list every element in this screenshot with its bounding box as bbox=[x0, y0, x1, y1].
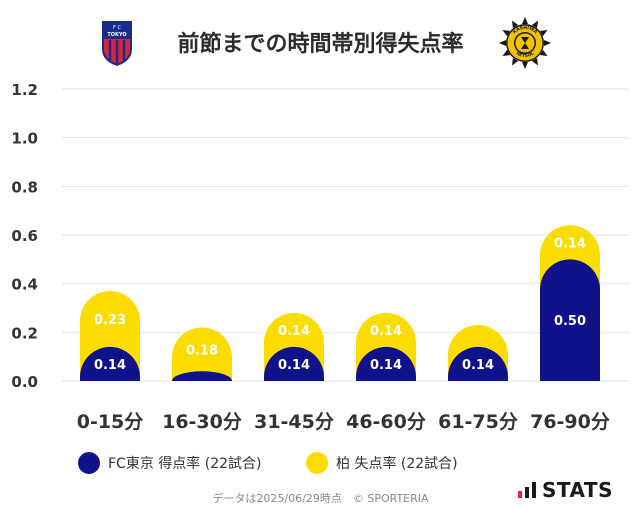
bar-home bbox=[448, 346, 508, 381]
svg-text:F C: F C bbox=[113, 25, 121, 31]
x-tick-label: 16-30分 bbox=[162, 411, 242, 433]
y-tick-label: 1.2 bbox=[11, 81, 38, 99]
x-tick-label: 76-90分 bbox=[530, 411, 610, 433]
y-tick-label: 0.8 bbox=[11, 178, 38, 196]
y-tick-label: 0.2 bbox=[11, 324, 38, 342]
bar-home bbox=[540, 259, 600, 381]
bar-label-home: 0.14 bbox=[462, 358, 494, 373]
x-tick-label: 31-45分 bbox=[254, 411, 334, 433]
bar-label-home: 0.14 bbox=[278, 358, 310, 373]
x-tick-label: 46-60分 bbox=[346, 411, 426, 433]
bar-home bbox=[172, 371, 232, 381]
bar-label-home: 0.14 bbox=[94, 358, 126, 373]
chart-title: 前節までの時間帯別得失点率 bbox=[177, 32, 464, 57]
bar-label-home: 0.50 bbox=[554, 314, 586, 329]
bar-label-away: 0.18 bbox=[186, 343, 218, 358]
legend-swatch-home bbox=[78, 452, 100, 474]
bar-label-away: 0.14 bbox=[554, 236, 586, 251]
bar-home bbox=[356, 346, 416, 381]
svg-text:TOKYO: TOKYO bbox=[107, 32, 126, 38]
stats-brand: STATS bbox=[517, 478, 613, 502]
bar-home bbox=[264, 346, 324, 381]
legend-item-away: 柏 失点率 (22試合) bbox=[306, 452, 458, 474]
x-tick-label: 0-15分 bbox=[77, 411, 144, 433]
bar-label-away: 0.14 bbox=[370, 324, 402, 339]
kashiwa-reysol-logo: KASHIWA REYSOL bbox=[499, 17, 551, 69]
y-tick-label: 0.4 bbox=[11, 276, 38, 294]
legend-item-home: FC東京 得点率 (22試合) bbox=[78, 452, 261, 474]
bar-away bbox=[172, 327, 232, 381]
bar-label-home: 0.14 bbox=[370, 358, 402, 373]
bar-label-away: 0.23 bbox=[94, 313, 126, 328]
y-tick-label: 0.6 bbox=[11, 227, 38, 245]
svg-text:REYSOL: REYSOL bbox=[515, 50, 536, 59]
svg-text:KASHIWA: KASHIWA bbox=[512, 25, 539, 36]
legend-label-home: FC東京 得点率 (22試合) bbox=[108, 456, 262, 472]
fc-tokyo-logo: F C TOKYO bbox=[102, 21, 132, 66]
legend-swatch-away bbox=[306, 452, 328, 474]
bar-label-away: 0.14 bbox=[278, 324, 310, 339]
bar-home bbox=[80, 346, 140, 381]
x-tick-label: 61-75分 bbox=[438, 411, 518, 433]
y-tick-label: 1.0 bbox=[11, 130, 38, 148]
footer-note: データは2025/06/29時点 © SPORTERIA bbox=[212, 492, 429, 505]
legend-label-away: 柏 失点率 (22試合) bbox=[336, 456, 458, 472]
y-tick-label: 0.0 bbox=[11, 373, 38, 391]
stacked-bar-chart: 0.0 0.2 0.4 0.6 0.8 1.0 1.2 0.14 0.23 0-15分 0.18 16… bbox=[11, 81, 630, 433]
stats-bars-icon bbox=[518, 482, 536, 498]
stats-brand-text: STATS bbox=[542, 478, 613, 502]
